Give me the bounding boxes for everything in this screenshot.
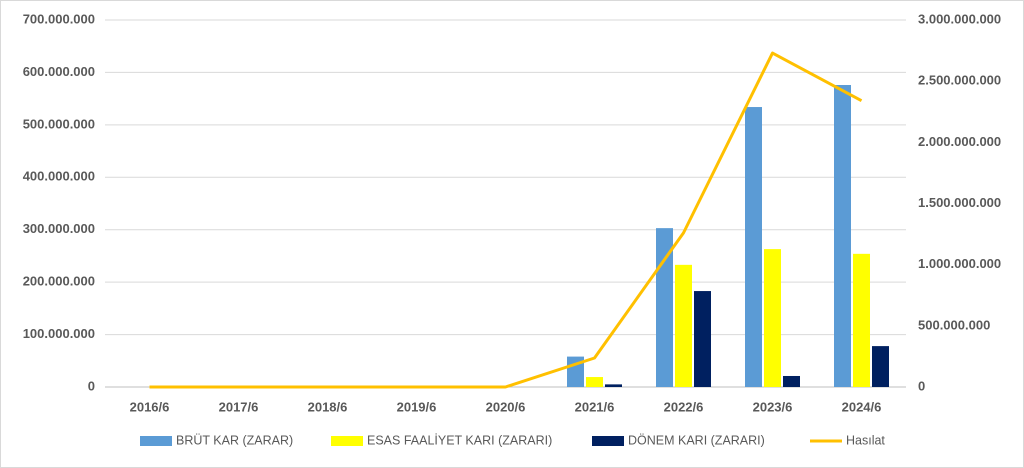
x-tick-label: 2024/6 (842, 399, 882, 414)
y-tick-label: 700.000.000 (23, 11, 95, 26)
legend-label: ESAS FAALİYET KARI (ZARARI) (367, 433, 552, 447)
bar (764, 249, 781, 387)
y-tick-label: 500.000.000 (23, 116, 95, 131)
y2-tick-label: 500.000.000 (918, 317, 990, 332)
y2-tick-label: 2.500.000.000 (918, 73, 1001, 88)
x-tick-label: 2016/6 (130, 399, 170, 414)
legend-swatch (140, 436, 172, 446)
x-tick-label: 2021/6 (575, 399, 615, 414)
y-tick-label: 200.000.000 (23, 274, 95, 289)
bar (586, 377, 603, 387)
x-tick-label: 2018/6 (308, 399, 348, 414)
legend-label: DÖNEM KARI (ZARARI) (628, 433, 765, 447)
x-tick-label: 2017/6 (219, 399, 259, 414)
bar (853, 253, 870, 387)
bar (745, 107, 762, 387)
x-tick-label: 2019/6 (397, 399, 437, 414)
y-tick-label: 400.000.000 (23, 169, 95, 184)
x-tick-label: 2022/6 (664, 399, 704, 414)
bar (872, 346, 889, 387)
bar (605, 384, 622, 387)
x-tick-label: 2023/6 (753, 399, 793, 414)
bar (694, 291, 711, 387)
y-tick-label: 100.000.000 (23, 326, 95, 341)
y2-tick-label: 0 (918, 378, 925, 393)
y2-tick-label: 1.500.000.000 (918, 195, 1001, 210)
y2-tick-label: 2.000.000.000 (918, 134, 1001, 149)
legend-swatch (331, 436, 363, 446)
y-tick-label: 600.000.000 (23, 64, 95, 79)
y2-tick-label: 1.000.000.000 (918, 256, 1001, 271)
legend-label: BRÜT KAR (ZARAR) (176, 433, 293, 447)
x-tick-label: 2020/6 (486, 399, 526, 414)
bar (783, 375, 800, 387)
legend-swatch (592, 436, 624, 446)
legend-label: Hasılat (846, 433, 885, 447)
line (149, 51, 863, 389)
y-tick-label: 0 (88, 378, 95, 393)
bar (675, 264, 692, 387)
bar (834, 85, 851, 388)
y-tick-label: 300.000.000 (23, 221, 95, 236)
y2-tick-label: 3.000.000.000 (918, 11, 1001, 26)
